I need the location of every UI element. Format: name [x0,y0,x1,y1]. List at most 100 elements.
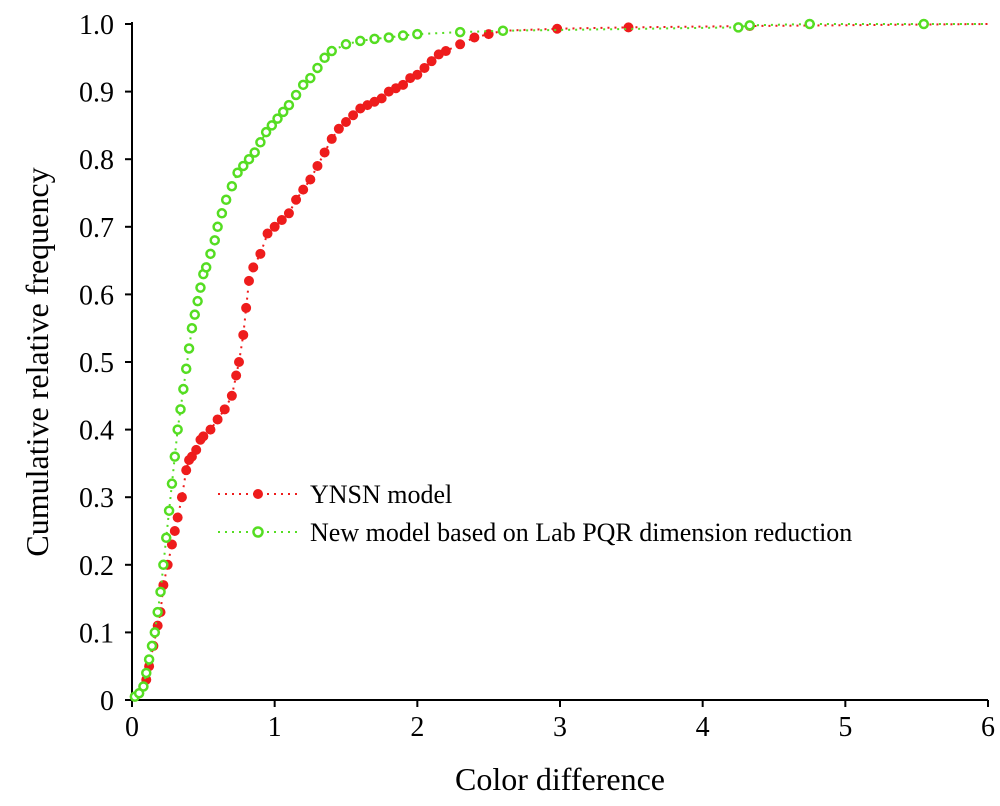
data-point [180,363,192,375]
x-tick-label: 5 [838,712,852,743]
data-point [146,640,158,652]
data-point [169,526,180,536]
data-point [141,667,152,679]
data-point [189,309,201,320]
data-point [241,302,252,313]
data-point [178,383,189,395]
data-point [205,424,216,435]
y-axis-title: Cumulative relative frequency [19,167,55,556]
legend: YNSN model New model based on Lab PQR dim… [218,480,852,547]
data-point [312,160,323,171]
data-point [181,465,192,476]
data-point [552,23,563,34]
data-point [269,221,280,232]
data-point [176,492,187,503]
data-point [220,194,232,206]
data-point [469,32,480,43]
data-point [277,106,289,118]
y-tick-label: 0 [100,686,114,717]
data-point [209,235,220,246]
data-point [283,99,295,111]
series-0 [129,21,989,702]
data-point [152,606,163,618]
y-tick-label: 0.3 [79,483,114,514]
data-point [397,30,409,41]
data-point [804,18,815,30]
legend-marker [252,526,264,538]
data-point [238,329,249,340]
data-point [454,26,466,38]
data-point [219,404,230,415]
y-tick-label: 0.9 [79,78,114,109]
y-tick-label: 1.0 [79,10,114,41]
data-point [376,93,387,104]
data-point [216,208,228,219]
data-point [426,56,437,67]
x-tick-label: 0 [125,712,139,743]
series-line [134,23,989,698]
y-tick-label: 0.6 [79,280,114,311]
data-point [305,72,316,84]
data-point [249,147,260,158]
y-tick-label: 0.7 [79,213,114,244]
data-point [412,69,423,80]
data-point [341,117,351,128]
data-point [238,160,249,172]
data-point [198,431,209,442]
data-point [483,29,494,40]
y-tick-label: 0.2 [79,551,114,582]
y-tick-label: 0.5 [79,348,114,379]
y-tick-label: 0.8 [79,145,114,176]
data-point [398,79,409,90]
x-tick-label: 4 [696,712,710,743]
data-point [172,512,183,523]
data-point [243,275,254,286]
series-line [134,23,988,698]
x-tick-label: 3 [553,712,567,743]
data-point [183,343,195,354]
data-point [226,180,238,192]
data-point [440,46,451,57]
data-point [212,221,223,233]
data-point [248,262,259,273]
data-point [348,110,359,121]
data-point [290,89,302,101]
data-point [266,120,278,131]
data-point [255,248,266,259]
legend-label: YNSN model [310,480,452,509]
data-point [163,505,175,516]
data-point [312,62,323,74]
series-1 [129,18,988,702]
x-tick-label: 1 [268,712,282,743]
data-point [155,586,166,598]
legend-marker [253,489,263,499]
y-tick-label: 0.4 [79,416,114,447]
data-point [744,20,755,31]
data-point [191,444,202,455]
data-point [355,35,366,47]
data-point [305,174,316,185]
data-point [497,25,509,37]
legend-label: New model based on Lab PQR dimension red… [310,518,852,547]
data-point [733,22,744,33]
data-point [143,654,155,665]
data-point [383,32,395,43]
series-layer [129,18,989,702]
data-point [455,39,466,50]
data-point [212,414,223,425]
data-point [166,539,177,550]
data-point [326,45,337,57]
data-point [255,137,266,148]
data-point [149,627,161,638]
data-point [262,228,273,239]
data-point [232,167,243,178]
data-point [319,52,330,64]
data-point [138,681,149,692]
data-point [276,215,287,226]
data-point [192,295,203,307]
data-point [333,123,344,134]
data-point [272,113,283,124]
data-point [195,282,206,293]
x-tick-label: 6 [981,712,995,743]
